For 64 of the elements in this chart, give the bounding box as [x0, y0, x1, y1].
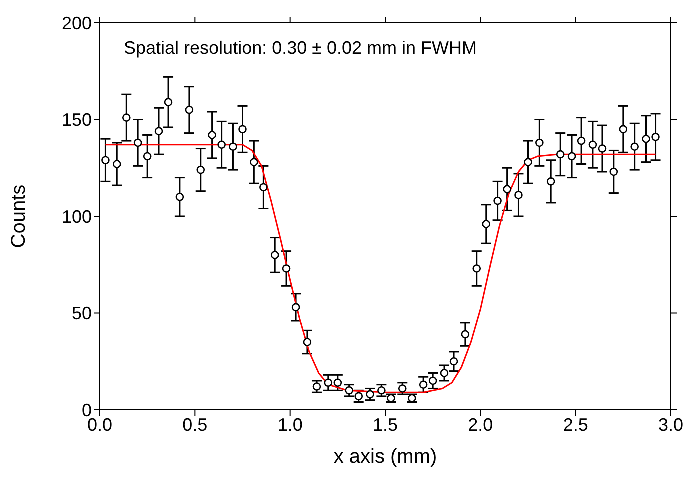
point: [524, 158, 532, 166]
point: [176, 193, 184, 202]
line-series: [104, 144, 657, 394]
point: [208, 131, 216, 140]
point: [419, 380, 428, 389]
point: [282, 264, 291, 273]
point: [652, 133, 660, 142]
point: [366, 390, 374, 399]
point: [440, 369, 449, 378]
point: [324, 378, 333, 388]
annotation: Spatial resolution: 0.30 ± 0.02 mm in FWHM: [124, 38, 478, 59]
x-tick-label: 1.5: [372, 414, 398, 435]
point: [292, 303, 300, 312]
point: [428, 376, 438, 386]
point: [185, 106, 194, 114]
point: [218, 140, 226, 150]
point: [154, 127, 164, 136]
point: [270, 251, 280, 260]
point: [536, 138, 544, 148]
point: [112, 160, 122, 168]
point: [577, 136, 586, 146]
point: [461, 330, 470, 339]
point: [334, 378, 342, 388]
x-tick-label: 2.0: [468, 414, 494, 435]
point: [102, 156, 110, 165]
point: [122, 114, 131, 122]
x-tick-label: 0.5: [182, 414, 208, 435]
y-tick-label: 50: [72, 304, 92, 324]
point: [134, 138, 142, 148]
point: [619, 125, 628, 134]
point: [345, 386, 354, 395]
y-tick-label: 100: [62, 206, 92, 227]
point: [260, 183, 268, 192]
point: [598, 144, 607, 153]
point: [250, 158, 258, 166]
point: [546, 178, 556, 186]
point: [378, 386, 386, 395]
point: [143, 152, 152, 161]
point: [482, 220, 491, 228]
y-tick-label: 150: [62, 110, 92, 130]
x-tick-label: 1.0: [278, 414, 303, 435]
point: [610, 168, 618, 176]
point: [588, 140, 598, 150]
point: [312, 382, 322, 391]
point: [303, 338, 312, 346]
y-axis-title: Counts: [8, 184, 30, 248]
point: [472, 264, 482, 273]
y-tick-label: 200: [62, 13, 92, 34]
point: [514, 191, 523, 200]
point: [398, 384, 407, 393]
point: [642, 134, 650, 144]
point: [196, 166, 206, 174]
point: [164, 98, 173, 106]
x-axis-title: x axis (mm): [334, 446, 438, 468]
point: [450, 357, 458, 366]
x-tick-label: 3.0: [658, 414, 684, 435]
point: [238, 125, 247, 134]
point: [229, 142, 238, 151]
point: [503, 185, 512, 194]
x-tick-label: 2.5: [563, 414, 588, 435]
point: [494, 196, 502, 206]
point: [630, 142, 639, 151]
point: [568, 152, 576, 161]
point: [556, 150, 565, 159]
